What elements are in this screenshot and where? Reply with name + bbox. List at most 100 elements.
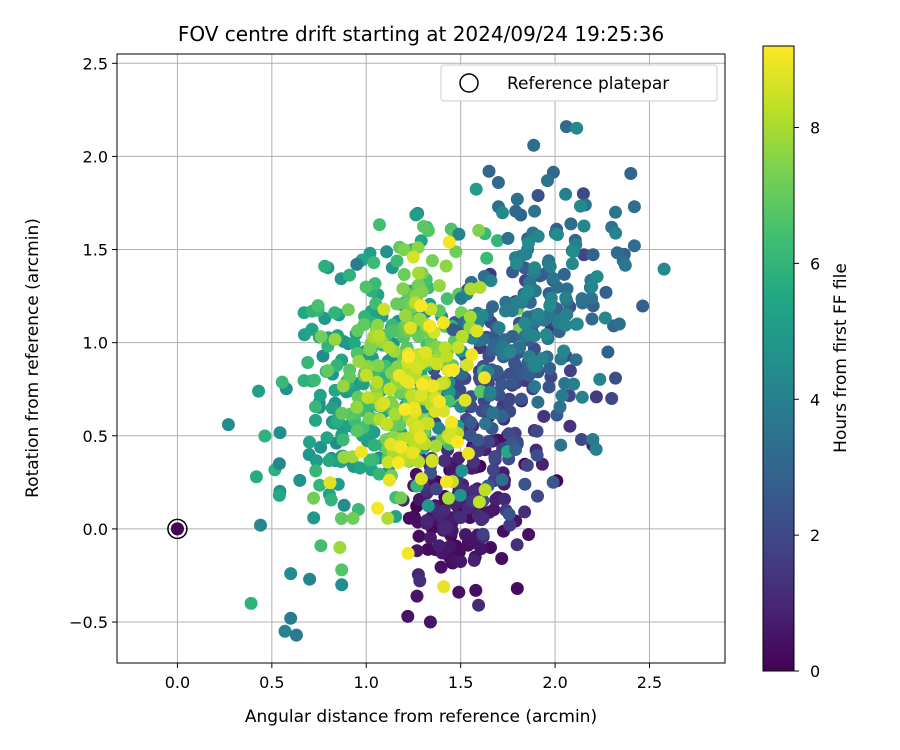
data-point <box>565 257 579 271</box>
data-point <box>509 443 523 456</box>
legend-box <box>440 64 718 102</box>
data-point <box>420 514 434 527</box>
data-point <box>394 440 408 454</box>
data-point <box>518 477 532 491</box>
data-point <box>313 388 327 402</box>
data-point <box>284 567 298 581</box>
y-axis: −0.5 0.0 0.5 1.0 1.5 2.0 2.5 <box>69 54 117 632</box>
data-point <box>307 491 320 505</box>
data-point <box>467 553 481 567</box>
data-point <box>397 268 411 281</box>
data-point <box>599 285 613 299</box>
data-point <box>478 483 492 497</box>
data-point <box>440 349 454 363</box>
data-point <box>570 317 584 331</box>
data-point <box>244 596 258 610</box>
data-point <box>436 316 450 330</box>
data-point <box>459 528 472 542</box>
data-point <box>383 382 397 396</box>
data-point <box>510 582 524 595</box>
data-point <box>528 261 542 275</box>
data-point <box>333 541 347 554</box>
data-point <box>414 299 428 313</box>
data-point <box>464 416 478 429</box>
data-point <box>337 498 351 512</box>
data-point <box>421 499 435 513</box>
data-point <box>598 311 612 325</box>
data-point <box>480 251 494 265</box>
data-point <box>542 380 556 394</box>
data-point <box>401 609 415 623</box>
data-point <box>382 473 396 487</box>
data-point <box>303 572 317 586</box>
data-point <box>559 318 573 332</box>
data-point <box>413 574 427 588</box>
data-point <box>586 433 600 446</box>
data-point <box>575 292 589 306</box>
data-point <box>367 256 381 270</box>
data-point <box>510 192 524 206</box>
data-point <box>569 353 583 367</box>
data-point <box>539 328 553 342</box>
data-point <box>392 369 406 382</box>
data-point <box>570 121 584 135</box>
data-point <box>309 413 322 427</box>
data-point <box>612 317 626 331</box>
data-point <box>437 504 451 518</box>
data-point <box>305 322 319 336</box>
x-tick-label: 2.0 <box>542 673 567 692</box>
data-point <box>519 247 533 261</box>
data-point <box>423 615 437 629</box>
data-point <box>316 349 330 363</box>
data-point <box>397 243 411 257</box>
data-point <box>440 292 454 306</box>
y-tick-label: −0.5 <box>69 613 108 632</box>
data-points <box>167 120 671 642</box>
data-point <box>419 346 433 360</box>
data-point <box>550 228 564 242</box>
y-tick-label: 2.5 <box>83 54 108 73</box>
data-point <box>531 309 545 322</box>
data-point <box>390 297 404 311</box>
data-point <box>482 435 495 448</box>
data-point <box>585 291 599 305</box>
data-point <box>309 464 323 478</box>
data-point <box>452 227 466 241</box>
data-point <box>318 259 332 273</box>
data-point <box>498 492 511 506</box>
data-point <box>510 538 524 552</box>
data-point <box>577 219 591 233</box>
data-point <box>412 266 425 280</box>
plot-frame <box>116 53 726 664</box>
data-point <box>472 598 486 612</box>
data-point <box>373 218 386 232</box>
data-point <box>451 340 465 354</box>
data-point <box>273 426 287 440</box>
data-point <box>363 453 377 467</box>
data-point <box>530 424 544 438</box>
data-point <box>377 302 391 316</box>
data-point <box>527 138 541 152</box>
data-point <box>437 454 451 468</box>
data-point <box>586 248 600 262</box>
data-point <box>442 394 456 408</box>
data-point <box>324 493 338 507</box>
data-point <box>414 472 428 486</box>
data-point <box>390 254 404 268</box>
data-point <box>554 438 568 452</box>
data-point <box>451 435 464 449</box>
data-point <box>575 433 588 446</box>
data-point <box>335 578 349 592</box>
x-tick-label: 0.0 <box>165 673 190 692</box>
data-point <box>521 284 535 298</box>
data-point <box>353 461 367 475</box>
colorbar-label: Hours from first FF file <box>831 263 851 453</box>
data-point <box>486 300 499 314</box>
data-point <box>566 245 580 258</box>
data-point <box>471 444 485 458</box>
data-point <box>567 377 581 391</box>
data-point <box>473 281 487 294</box>
data-point <box>454 511 468 524</box>
data-point <box>426 379 440 393</box>
data-point <box>429 482 443 496</box>
